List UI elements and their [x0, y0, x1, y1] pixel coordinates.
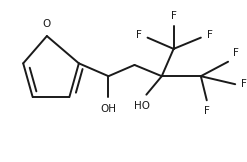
Text: OH: OH: [101, 104, 117, 114]
Text: F: F: [171, 11, 177, 21]
Text: HO: HO: [134, 101, 150, 111]
Text: F: F: [204, 106, 210, 116]
Text: F: F: [207, 30, 213, 40]
Text: F: F: [136, 30, 142, 40]
Text: F: F: [233, 48, 239, 58]
Text: F: F: [241, 79, 247, 89]
Text: O: O: [43, 19, 51, 29]
